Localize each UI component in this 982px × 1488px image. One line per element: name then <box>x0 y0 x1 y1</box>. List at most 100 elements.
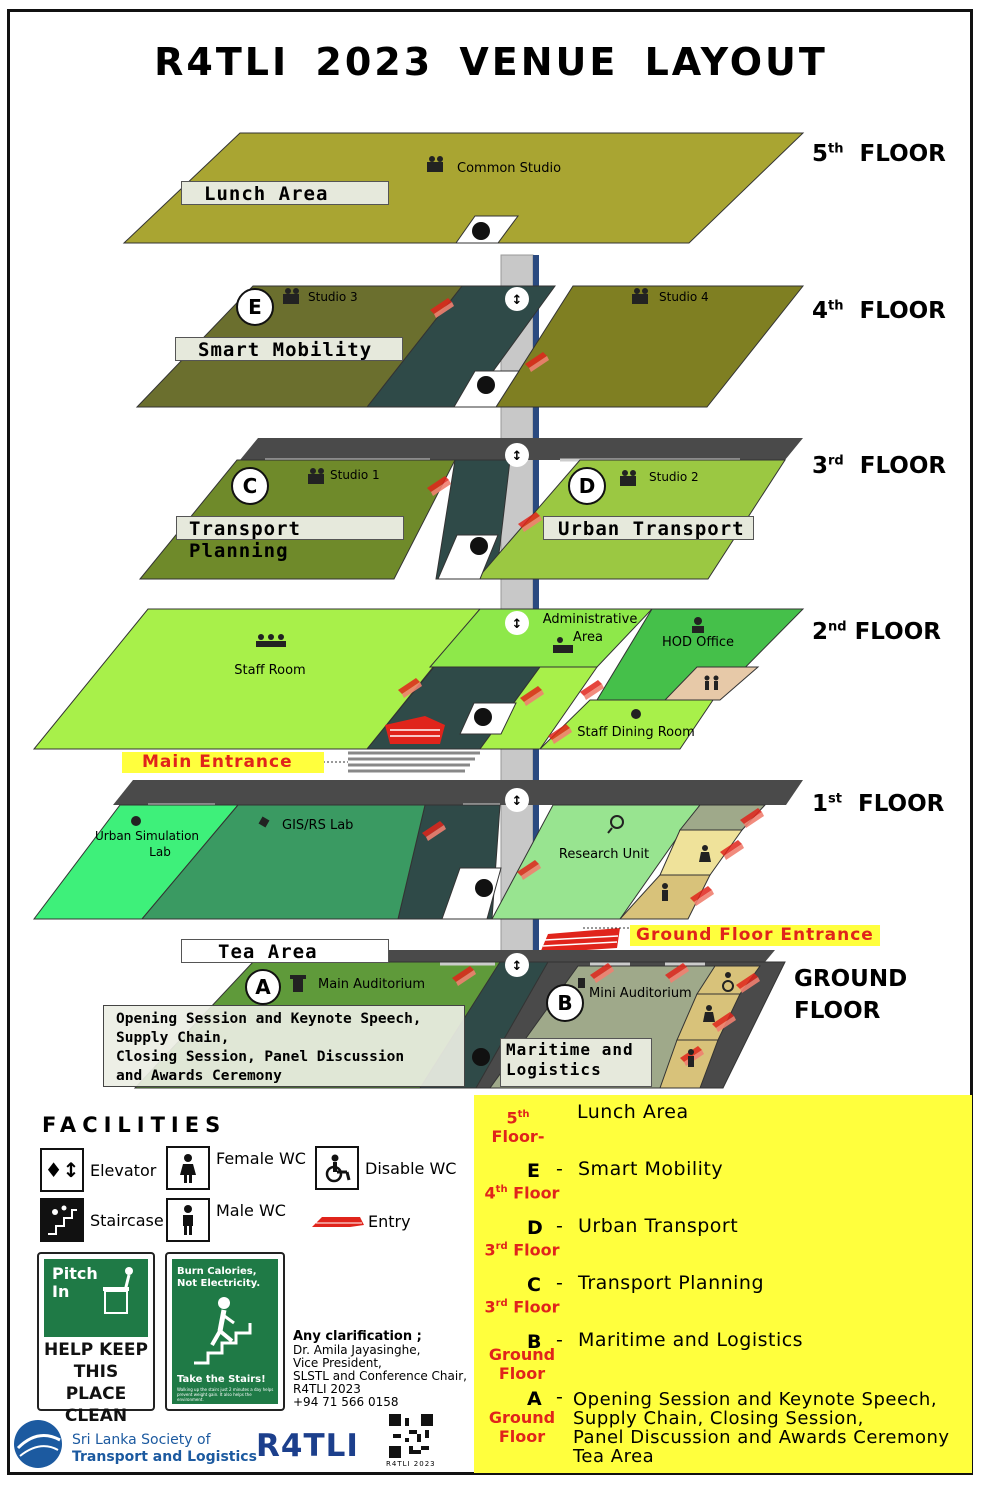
facility-female-wc: Female WC <box>166 1146 306 1190</box>
legend-text: Lunch Area <box>577 1101 689 1123</box>
facility-entry: Entry <box>310 1212 411 1231</box>
svg-text:↕: ↕ <box>512 449 523 464</box>
search-icon <box>607 815 624 834</box>
trash-bin-icon <box>103 1267 133 1314</box>
floor-1-label: 1st FLOOR <box>812 791 945 817</box>
legend-text: Smart Mobility <box>578 1158 724 1180</box>
staircase-icon <box>477 376 495 394</box>
page-title: R4TLI 2023 VENUE LAYOUT <box>154 40 828 84</box>
floor-4-label: 4th FLOOR <box>812 298 946 324</box>
contact-line: R4TLI 2023 <box>293 1382 361 1396</box>
elevator-icon: ↕ <box>505 287 529 311</box>
main-entrance-steps <box>323 751 480 773</box>
contact-line: SLSTL and Conference Chair, <box>293 1369 467 1383</box>
page-frame <box>7 9 973 1475</box>
lunch-area-box: Lunch Area <box>181 181 389 205</box>
ground-floor-label: GROUND FLOOR <box>794 966 908 1024</box>
staircase-icon <box>472 1048 490 1066</box>
legend-text: Maritime and Logistics <box>578 1329 804 1351</box>
staircase-icon <box>474 708 492 726</box>
studio4-icon <box>632 288 648 304</box>
research-unit-label: Research Unit <box>559 847 649 862</box>
legend-text: Transport Planning <box>578 1272 765 1294</box>
studio2-icon <box>620 470 636 486</box>
legend-letter: A <box>527 1388 542 1410</box>
male-wc-icon <box>166 1198 210 1242</box>
elevator-icon: ↕ <box>505 611 529 635</box>
tea-area-box: Tea Area <box>181 939 389 963</box>
facilities-heading: FACILITIES <box>42 1113 227 1137</box>
floor-3-label: 3rd FLOOR <box>812 453 947 479</box>
podium-icon <box>578 978 585 988</box>
legend-dash: - <box>556 1158 564 1180</box>
main-auditorium-description: Opening Session and Keynote Speech, Supp… <box>103 1005 465 1087</box>
shaft-wall <box>533 255 539 955</box>
male-wc-icon <box>662 883 668 901</box>
staircase-icon <box>472 222 490 240</box>
floor-2-label: 2nd FLOOR <box>812 619 941 645</box>
svg-text:↕: ↕ <box>512 293 523 308</box>
marker-c-letter: C <box>243 474 258 498</box>
pitch-in-sign: Pitch In HELP KEEP THIS PLACE CLEAN <box>37 1252 155 1426</box>
pitch-in-message: HELP KEEP THIS PLACE CLEAN <box>44 1337 148 1426</box>
sim-lab-icon <box>131 816 141 826</box>
admin-area-label-1: Administrative <box>543 612 638 627</box>
contact-block: Any clarification ; Dr. Amila Jayasinghe… <box>293 1330 467 1409</box>
satellite-icon <box>258 816 270 828</box>
r4tli-logo: R4TLI <box>256 1428 359 1464</box>
qr-caption: R4TLI 2023 <box>386 1460 436 1468</box>
take-stairs-text: Take the Stairs! <box>177 1374 266 1385</box>
svg-text:↕: ↕ <box>512 794 523 809</box>
floor-4-right-room <box>495 285 805 408</box>
wc-icon <box>704 675 719 690</box>
facility-staircase: Staircase <box>40 1198 164 1242</box>
female-wc-icon <box>166 1146 210 1190</box>
elevator-icon: ↕ <box>505 443 529 467</box>
legend-letter: E <box>527 1160 540 1182</box>
facility-male-wc: Male WC <box>166 1198 286 1242</box>
staff-room-icon <box>256 634 286 647</box>
facility-elevator: ♦↕ Elevator <box>40 1148 156 1192</box>
hod-person-icon <box>692 617 704 633</box>
staircase-icon <box>40 1198 84 1242</box>
staircase-icon <box>470 537 488 555</box>
marker-a-letter: A <box>255 975 271 999</box>
legend-floor: 3rd Floor <box>484 1297 560 1317</box>
legend-floor: 3rd Floor <box>484 1240 560 1260</box>
svg-text:↕: ↕ <box>512 617 523 632</box>
entry-icon <box>312 1216 364 1227</box>
contact-line: Vice President, <box>293 1356 382 1370</box>
pitch-in-title: Pitch In <box>52 1264 98 1301</box>
transport-planning-box: Transport Planning <box>176 516 404 562</box>
disable-wc-icon <box>315 1146 359 1190</box>
female-wc-icon <box>699 845 711 862</box>
main-auditorium-label: Main Auditorium <box>318 977 425 992</box>
studio3-label: Studio 3 <box>308 290 358 304</box>
disable-wc-icon <box>722 972 734 992</box>
marker-b-letter: B <box>557 991 572 1015</box>
legend-floor: 4th Floor <box>484 1183 560 1203</box>
take-stairs-fine-print: Walking up the stairs just 2 minutes a d… <box>177 1387 274 1402</box>
legend-dash: - <box>556 1272 564 1294</box>
floor-5-label: 5th FLOOR <box>812 141 946 167</box>
main-entrance-label: Main Entrance <box>122 752 324 773</box>
maritime-box: Maritime and Logistics <box>500 1038 652 1087</box>
contact-heading: Any clarification ; <box>293 1329 422 1344</box>
studio3-icon <box>283 288 299 304</box>
common-studio-icon <box>427 156 443 172</box>
ground-entrance-label: Ground Floor Entrance <box>630 925 880 946</box>
hod-office-label: HOD Office <box>662 635 734 650</box>
staff-room-label: Staff Room <box>234 663 305 678</box>
contact-phone: +94 71 566 0158 <box>293 1395 399 1409</box>
floor-2-staff-room <box>32 608 482 750</box>
legend-text: Opening Session and Keynote Speech, Supp… <box>573 1389 950 1467</box>
mini-auditorium-label: Mini Auditorium <box>589 986 692 1001</box>
urban-transport-box: Urban Transport <box>543 516 754 540</box>
legend-dash: - <box>556 1386 564 1408</box>
ground-entrance-steps <box>540 927 630 953</box>
floor-2-wc <box>663 666 760 701</box>
admin-desk-icon <box>553 637 573 653</box>
elevator-icon: ♦↕ <box>40 1148 84 1192</box>
marker-e-letter: E <box>248 295 262 319</box>
